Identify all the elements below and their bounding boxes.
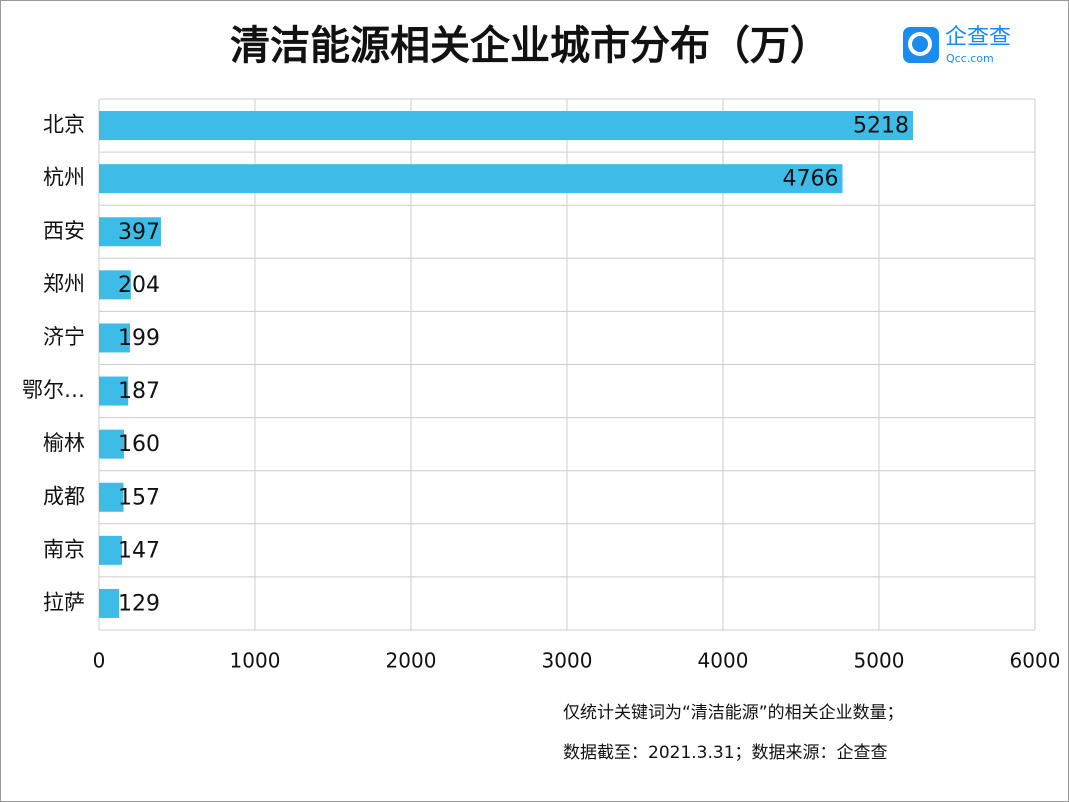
y-tick-label: 西安 [43,219,85,243]
logo-glyph [908,32,932,56]
value-label: 4766 [782,167,838,192]
logo-name: 企查查 [945,25,1011,50]
y-tick-label: 南京 [43,537,85,561]
bar [99,535,122,565]
note: 仅统计关键词为“清洁能源”的相关企业数量； [563,703,904,723]
x-tick-label: 6000 [1010,649,1061,673]
x-tick-label: 1000 [230,649,281,673]
y-tick-label: 郑州 [43,272,85,296]
y-tick-label: 成都 [43,484,85,508]
bar [99,111,914,141]
value-label: 157 [118,485,160,510]
value-label: 5218 [853,114,909,139]
bar [99,376,129,406]
y-tick-label: 北京 [43,113,85,137]
value-label: 160 [118,432,160,457]
bar [99,429,124,459]
note: 数据截至：2021.3.31；数据来源：企查查 [563,743,888,763]
bar [99,164,843,194]
value-label: 397 [118,220,160,245]
logo: 企查查 Qcc.com [903,25,1011,65]
chart-title: 清洁能源相关企业城市分布（万） [230,23,830,69]
logo-url: Qcc.com [946,52,994,65]
value-label: 129 [118,591,160,616]
y-tick-label: 鄂尔… [22,378,85,402]
x-tick-label: 2000 [386,649,437,673]
value-label: 187 [118,379,160,404]
x-tick-label: 5000 [854,649,905,673]
x-tick-label: 3000 [542,649,593,673]
bar [99,482,124,512]
bar [99,217,161,247]
x-tick-label: 0 [93,649,106,673]
value-label: 147 [118,538,160,563]
bar [99,323,131,353]
y-tick-label: 榆林 [43,431,85,455]
bar [99,588,120,618]
bar [99,270,131,300]
value-label: 199 [118,326,160,351]
value-label: 204 [118,273,160,298]
y-tick-label: 杭州 [43,166,85,190]
y-tick-label: 济宁 [43,325,85,349]
x-tick-label: 4000 [698,649,749,673]
y-tick-label: 拉萨 [43,590,85,614]
